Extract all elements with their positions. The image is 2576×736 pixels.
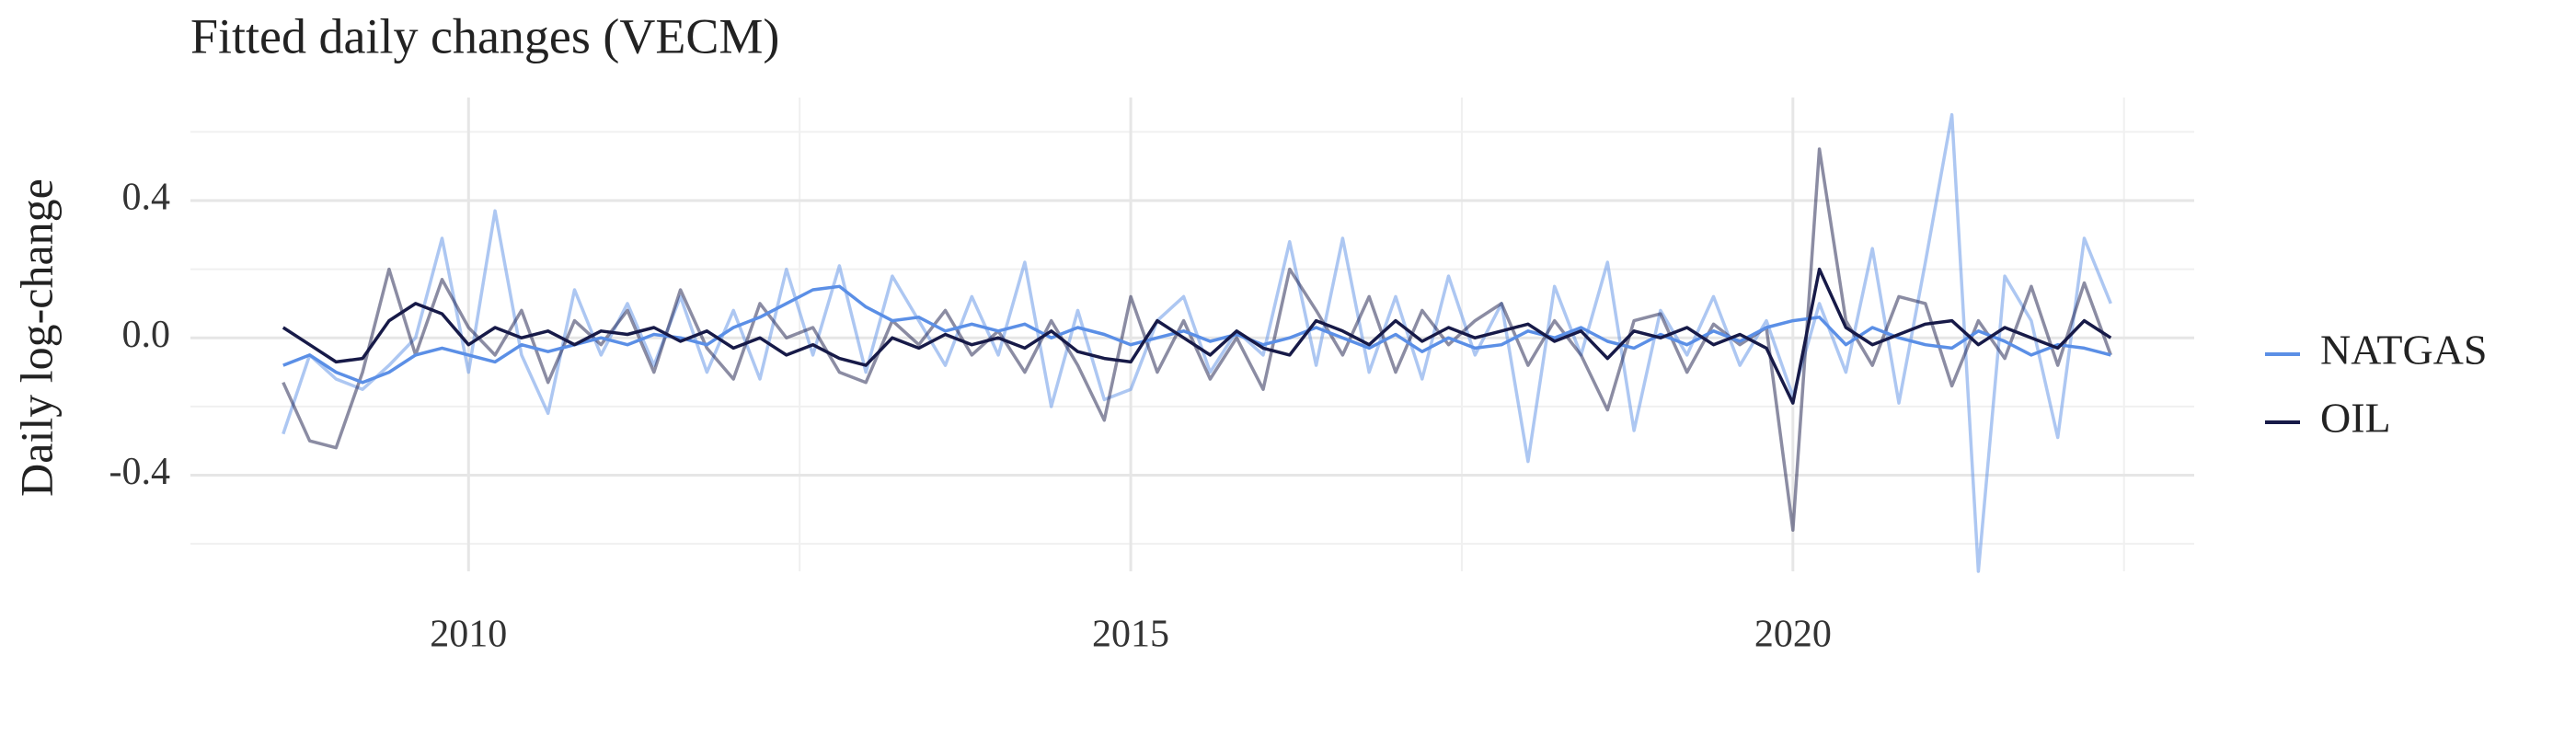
fitted-line [282,267,2112,405]
x-tick-label: 2010 [430,614,507,656]
x-tick-label: 2020 [1754,614,1832,656]
y-axis-label: Daily log-change [10,178,62,497]
observed-line [282,147,2112,532]
x-tick-label: 2015 [1092,614,1169,656]
legend-label: OIL [2320,395,2391,442]
observed-line [282,112,2112,573]
y-tick-label: -0.4 [109,451,171,493]
y-tick-label: 0.4 [122,177,171,219]
fitted-line [282,284,2111,385]
y-tick-label: 0.0 [122,314,171,356]
legend-label: NATGAS [2320,327,2487,374]
chart-title: Fitted daily changes (VECM) [190,8,779,63]
